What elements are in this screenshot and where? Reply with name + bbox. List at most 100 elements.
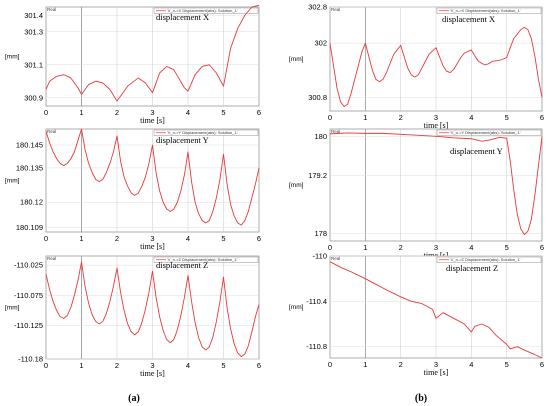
x-tick-label: 4 — [186, 361, 190, 370]
legend-label: 'V_n->Z Displacement(abs): Solution_1' — [450, 257, 521, 262]
x-axis-label: time [s] — [140, 116, 165, 125]
x-tick-label: 5 — [505, 113, 509, 122]
x-tick-label: 4 — [186, 108, 190, 117]
y-tick-label: 178 — [314, 229, 327, 238]
y-tick-label: 180.12 — [20, 198, 43, 207]
y-tick-label: -110.18 — [18, 355, 43, 364]
x-tick-label: 3 — [434, 243, 438, 252]
x-tick-label: 6 — [540, 243, 544, 252]
legend-box — [153, 256, 259, 263]
y-axis-label: [mm] — [5, 178, 20, 185]
chart-panel-6: 0 1 2 3 4 5 6 -110 -110.4 -110.8 [mm] Real 'V_n->Z D… — [289, 252, 544, 378]
panel-title: displacement Y — [450, 146, 503, 156]
panel-title: displacement Z — [446, 263, 498, 273]
x-tick-label: 5 — [221, 234, 225, 243]
legend-box — [436, 256, 542, 263]
x-tick-label: 4 — [186, 234, 190, 243]
panel-title: displacement Z — [156, 260, 208, 270]
x-axis-label: time [s] — [140, 242, 165, 251]
y-tick-label: 301.4 — [24, 11, 43, 20]
y-tick-label: 180.135 — [16, 163, 43, 172]
x-tick-label: 2 — [115, 234, 119, 243]
sublabel-b: (b) — [415, 393, 427, 404]
x-tick-label: 6 — [257, 361, 261, 370]
series-line — [45, 261, 260, 358]
legend-box — [153, 129, 259, 136]
y-tick-label: -110.075 — [14, 291, 43, 300]
real-tag: Real — [331, 7, 340, 12]
x-tick-label: 1 — [79, 234, 83, 243]
y-tick-label: 300.9 — [24, 93, 43, 102]
x-tick-label: 0 — [328, 243, 332, 252]
y-tick-label: 180.109 — [16, 223, 43, 232]
x-tick-label: 4 — [469, 243, 473, 252]
x-tick-label: 6 — [540, 113, 544, 122]
real-tag: Real — [331, 256, 340, 261]
x-tick-label: 6 — [257, 108, 261, 117]
legend-label: 'V_n->X Displacement(abs): Solution_1' — [167, 8, 238, 13]
series-line — [329, 261, 543, 359]
y-tick-label: 302.8 — [308, 3, 327, 12]
y-axis-label: [mm] — [289, 182, 304, 189]
series-line — [329, 26, 543, 107]
x-tick-label: 4 — [469, 113, 473, 122]
y-tick-label: 301.1 — [24, 60, 43, 69]
x-tick-label: 2 — [399, 243, 403, 252]
x-axis-label: time [s] — [424, 121, 449, 130]
series-line — [329, 132, 543, 236]
x-tick-label: 1 — [79, 361, 83, 370]
x-tick-label: 0 — [328, 113, 332, 122]
series-line — [45, 128, 260, 226]
x-tick-label: 5 — [505, 360, 509, 369]
legend-box — [153, 7, 259, 14]
x-tick-label: 5 — [505, 243, 509, 252]
x-tick-label: 1 — [363, 243, 367, 252]
panel-title: displacement X — [442, 14, 495, 24]
x-axis-label: time [s] — [424, 368, 449, 377]
legend-label: 'V_n->Y Displacement(abs): Solution_1' — [167, 130, 238, 135]
x-tick-label: 1 — [79, 108, 83, 117]
chart-panel-3: 0 1 2 3 4 5 6 -110.025 -110.075 -110.125 -110.18 [m… — [5, 255, 261, 378]
x-tick-label: 2 — [115, 108, 119, 117]
x-tick-label: 1 — [363, 360, 367, 369]
x-tick-label: 3 — [150, 361, 154, 370]
real-tag: Real — [47, 256, 56, 261]
panel-title: displacement X — [156, 12, 209, 22]
chart-panel-4: 0 1 2 3 4 5 6 300.8 302 302.8 [mm] Real 'V_n->X Disp… — [289, 3, 544, 131]
x-tick-label: 4 — [469, 360, 473, 369]
real-tag: Real — [47, 7, 56, 12]
y-tick-label: -110.025 — [14, 261, 43, 270]
x-tick-label: 3 — [434, 113, 438, 122]
y-tick-label: 180.145 — [16, 141, 43, 150]
x-tick-label: 2 — [399, 360, 403, 369]
x-tick-label: 6 — [540, 360, 544, 369]
x-tick-label: 6 — [257, 234, 261, 243]
legend-label: 'V_n->Z Displacement(abs): Solution_1' — [167, 257, 238, 262]
chart-panel-2: 0 1 2 3 4 5 6 180.109 180.12 180.135 180.145 [mm] Re… — [5, 128, 261, 251]
y-tick-label: 300.8 — [308, 93, 327, 102]
real-tag: Real — [331, 129, 340, 134]
legend-label: 'V_n->Y Displacement(abs): Solution_1' — [450, 130, 521, 135]
y-axis-label: [mm] — [289, 304, 304, 311]
x-tick-label: 3 — [150, 234, 154, 243]
panel-title: displacement Y — [156, 135, 209, 145]
x-tick-label: 0 — [44, 361, 48, 370]
y-tick-label: 180 — [314, 132, 327, 141]
x-tick-label: 0 — [328, 360, 332, 369]
x-tick-label: 2 — [399, 113, 403, 122]
y-tick-label: -110 — [313, 252, 327, 261]
x-tick-label: 2 — [115, 361, 119, 370]
y-tick-label: 302 — [314, 39, 327, 48]
x-axis-label: time [s] — [140, 369, 165, 378]
legend-label: 'V_n->X Displacement(abs): Solution_1' — [450, 8, 521, 13]
x-tick-label: 0 — [44, 108, 48, 117]
x-axis-label: time [s] — [424, 251, 449, 260]
y-axis-label: [mm] — [5, 305, 20, 312]
y-tick-label: -110.125 — [14, 321, 43, 330]
y-tick-label: 301.3 — [24, 27, 43, 36]
real-tag: Real — [47, 129, 56, 134]
y-tick-label: -110.8 — [306, 342, 327, 351]
y-tick-label: -110.4 — [306, 297, 327, 306]
chart-panel-1: 0 1 2 3 4 5 6 300.9 301.1 301.3 301.4 [mm] Real 'V_n-… — [5, 4, 261, 125]
